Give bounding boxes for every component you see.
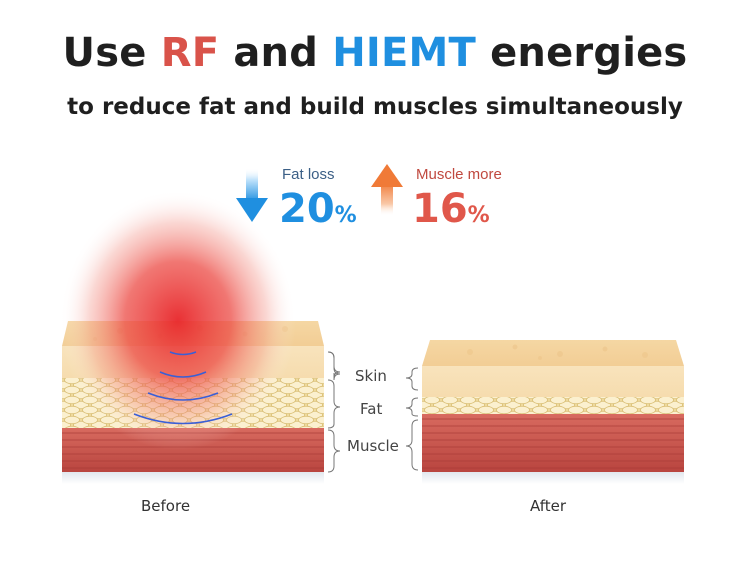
muscle-layer-label: Muscle [347,437,399,455]
before-caption: Before [141,497,191,515]
main-title: Use RF and HIEMT energies [0,30,750,76]
before-tissue-block [60,190,324,484]
hiemt-wave-icon [133,351,233,425]
fat-loss-unit: % [334,203,357,228]
muscle-gain-number: 16 [412,186,468,232]
after-tissue-block [422,340,684,484]
after-caption: After [530,497,567,515]
fat-loss-arrow-icon [236,168,268,222]
fat-loss-value: 20% [279,186,357,232]
fat-loss-label: Fat loss [282,166,335,183]
title-prefix: Use [62,30,161,76]
fat-layer-label: Fat [360,400,383,418]
muscle-gain-unit: % [467,203,490,228]
muscle-gain-arrow-icon [371,164,403,216]
title-rf: RF [160,30,220,76]
skin-layer-label: Skin [355,367,387,385]
title-middle: and [219,30,333,76]
layer-brackets [327,351,419,473]
muscle-gain-label: Muscle more [416,166,502,183]
fat-loss-number: 20 [279,186,335,232]
rf-energy-glow [60,190,296,450]
title-hiemt: HIEMT [332,30,476,76]
title-suffix: energies [475,30,688,76]
subtitle: to reduce fat and build muscles simultan… [67,94,683,120]
muscle-gain-value: 16% [412,186,490,232]
